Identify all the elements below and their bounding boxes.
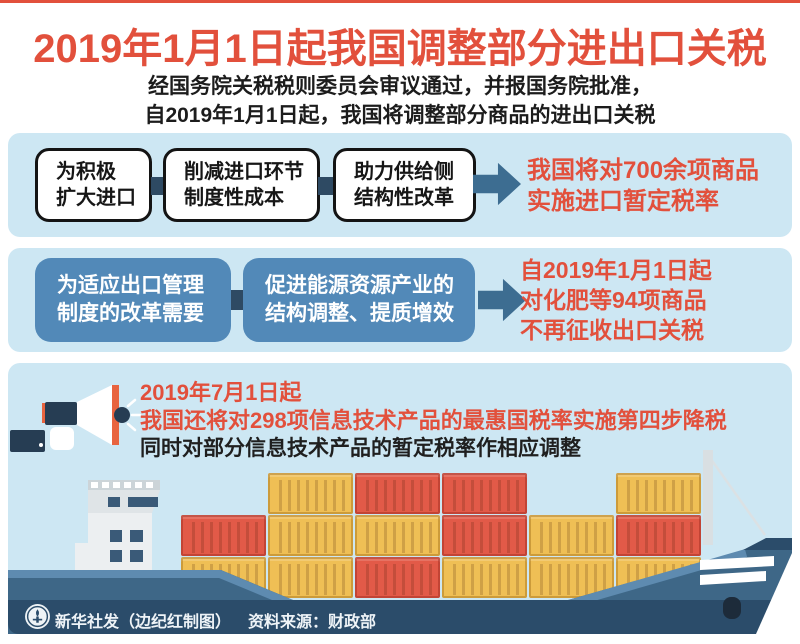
result-line: 我国将对700余项商品 [527,157,760,184]
arrow-right-icon [478,278,526,322]
step-box-cut-costs: 削减进口环节 制度性成本 [163,148,320,222]
it-headline: 我国还将对298项信息技术产品的最惠国税率实施第四步降税 [140,408,727,433]
source-text: 资料来源：财政部 [248,614,377,631]
subtitle: 经国务院关税税则委员会审议通过，并报国务院批准， 自2019年1月1日起，我国将… [0,72,800,130]
it-note: 同时对部分信息技术产品的暂定税率作相应调整 [140,437,581,460]
bow-stripe [700,571,766,585]
import-result-text: 我国将对700余项商品 实施进口暂定税率 [527,155,759,217]
credit-bar: 新华社发（边纪红制图） 资料来源：财政部 [8,600,792,634]
tower-window [110,530,122,542]
page-title: 2019年1月1日起我国调整部分进出口关税 [33,27,767,71]
subtitle-line-2: 自2019年1月1日起，我国将调整部分商品的进出口关税 [144,104,656,127]
step-text: 制度性成本 [184,187,284,209]
panel-it-products: 2019年7月1日起 我国还将对298项信息技术产品的最惠国税率实施第四步降税 … [8,363,792,634]
cargo-container [268,557,353,598]
step-text: 削减进口环节 [184,161,304,183]
tower-window [110,550,122,562]
anchor-port-icon [723,597,741,619]
tower-window [128,497,158,507]
step-box-supply-side: 助力供给侧 结构性改革 [333,148,476,222]
step-text: 为适应出口管理 [57,274,204,297]
cargo-container [355,557,440,598]
step-text: 扩大进口 [56,187,136,209]
cargo-container [442,473,527,514]
cargo-ship-illustration [8,450,792,634]
cargo-container [268,473,353,514]
cargo-container [442,515,527,556]
xinhua-logo [25,604,50,629]
cargo-container [355,515,440,556]
tower-window [130,530,143,542]
cargo-container [529,557,614,598]
export-result-text: 自2019年1月1日起 对化肥等94项商品 不再征收出口关税 [520,255,712,345]
credit-text: 新华社发（边纪红制图） [55,614,232,631]
step-text: 结构性改革 [354,187,454,209]
cargo-container [616,515,701,556]
top-accent-bar [0,0,800,3]
result-line: 对化肥等94项商品 [520,287,707,313]
panel-import-tariff: 为积极 扩大进口 削减进口环节 制度性成本 助力供给侧 结构性改革 我国将对70… [8,133,792,237]
step-text: 结构调整、提质增效 [265,302,454,325]
result-line: 不再征收出口关税 [520,317,704,343]
flow-connector [231,290,245,310]
ship-mast [703,450,713,545]
flow-connector [318,177,334,195]
step-box-export-reform: 为适应出口管理 制度的改革需要 [35,258,231,342]
step-text: 制度的改革需要 [57,302,204,325]
tower-window [130,550,143,562]
step-box-expand-import: 为积极 扩大进口 [35,148,152,222]
cargo-container [181,515,266,556]
hull-footer-band [8,600,792,634]
cargo-container [616,473,701,514]
bow-cap [743,538,792,550]
it-date-line: 2019年7月1日起 [140,380,302,405]
crane-cable [706,454,767,536]
step-box-energy-industry: 促进能源资源产业的 结构调整、提质增效 [243,258,475,342]
tower-window [108,497,120,507]
bow-stripe [700,556,774,570]
result-line: 实施进口暂定税率 [527,188,719,215]
flow-connector [151,177,165,195]
step-text: 促进能源资源产业的 [265,274,454,297]
panel-export-tariff: 为适应出口管理 制度的改革需要 促进能源资源产业的 结构调整、提质增效 自201… [8,248,792,352]
cargo-container [268,515,353,556]
cargo-container [442,557,527,598]
megaphone-icon [10,385,142,452]
bow-cut [756,553,792,634]
step-text: 为积极 [56,161,116,183]
cargo-container [355,473,440,514]
result-line: 自2019年1月1日起 [520,257,712,283]
cargo-container [529,515,614,556]
arrow-right-icon [473,162,521,206]
subtitle-line-1: 经国务院关税税则委员会审议通过，并报国务院批准， [148,75,652,98]
step-text: 助力供给侧 [354,161,454,183]
